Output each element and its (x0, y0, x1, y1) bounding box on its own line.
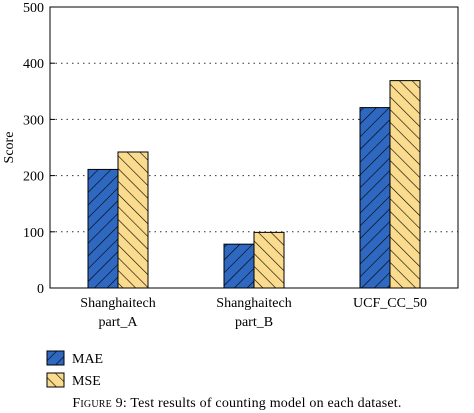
x-axis: Shanghaitech part_A Shanghaitech part_B UCF_… (80, 283, 427, 330)
bars (87, 80, 421, 289)
y-tick-label-100: 100 (23, 226, 44, 241)
x-category-label-1-0: Shanghaitech (216, 296, 291, 311)
legend-label-mse: MSE (72, 374, 101, 389)
figure-label: Figure 9: (72, 396, 127, 411)
legend-swatch-hatch-mae (46, 350, 65, 366)
y-tick-label-500: 500 (23, 1, 44, 16)
y-tick-label-0: 0 (37, 282, 44, 297)
caption-text: Test results of counting model on each d… (130, 396, 402, 411)
legend-swatch-hatch-mse (46, 372, 65, 388)
gridlines (50, 62, 458, 233)
y-tick-label-400: 400 (23, 57, 44, 72)
bar-hatch-mse-0 (117, 151, 149, 289)
bar-hatch-mae-1 (223, 243, 255, 289)
y-axis: 0 100 200 300 400 500 (23, 1, 55, 297)
x-category-label-2-0: UCF_CC_50 (353, 296, 427, 311)
bar-hatch-mse-1 (253, 231, 285, 289)
x-category-label-0-0: Shanghaitech (80, 296, 155, 311)
y-tick-label-300: 300 (23, 113, 44, 128)
bar-hatch-mse-2 (389, 80, 421, 289)
bar-hatch-mae-2 (359, 107, 391, 289)
y-axis-title: Score (2, 132, 17, 164)
x-category-label-0-1: part_A (99, 315, 139, 330)
figure-caption: Figure 9: Test results of counting model… (0, 396, 474, 412)
y-tick-label-200: 200 (23, 170, 44, 185)
bar-hatch-mae-0 (87, 168, 119, 289)
legend: MAE MSE (46, 350, 103, 389)
x-category-label-1-1: part_B (235, 315, 273, 330)
legend-label-mae: MAE (72, 352, 103, 367)
